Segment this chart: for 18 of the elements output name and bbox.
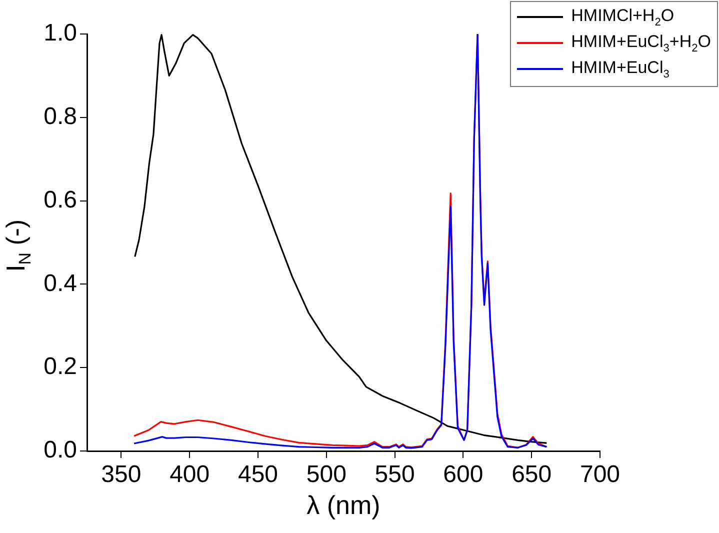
x-tick-label: 450 — [238, 461, 278, 488]
x-tick-label: 550 — [374, 461, 415, 488]
legend-label: HMIM+EuCl$_{3}$ — [571, 58, 670, 80]
x-tick-label: 700 — [580, 461, 620, 488]
y-tick-label: 0.2 — [44, 353, 77, 380]
x-axis-title: λ (nm) — [306, 490, 382, 521]
legend-label: HMIMCl+H$_{2}$O — [571, 6, 674, 28]
x-tick-label: 500 — [306, 461, 346, 488]
x-tick-label: 350 — [101, 461, 142, 488]
x-tick-label: 400 — [170, 461, 210, 488]
legend-label: HMIM+EuCl$_{3}$+H$_{2}$O — [571, 32, 711, 54]
x-tick-label: 600 — [443, 461, 484, 488]
y-tick-label: 0.6 — [44, 186, 77, 214]
y-tick-label: 0.8 — [44, 103, 77, 130]
y-tick-label: 0.0 — [44, 436, 77, 464]
x-tick-label: 650 — [512, 461, 552, 488]
y-tick-label: 1.0 — [44, 20, 77, 47]
y-tick-label: 0.4 — [44, 270, 77, 297]
